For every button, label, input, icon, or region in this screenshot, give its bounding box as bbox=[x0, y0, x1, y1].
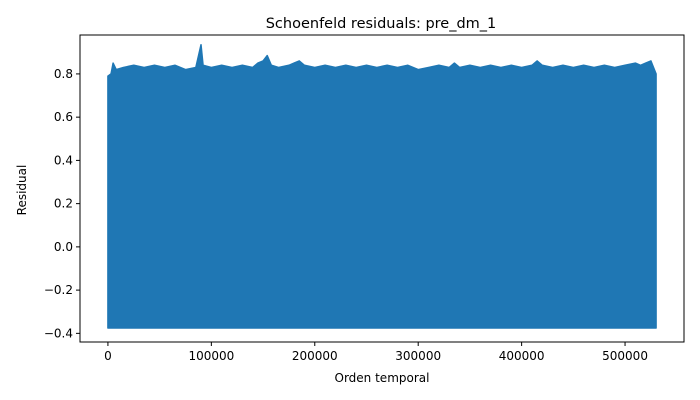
y-axis: −0.4 −0.2 0.0 0.2 0.4 0.6 0.8 bbox=[44, 67, 80, 340]
y-axis-label: Residual bbox=[15, 165, 29, 216]
y-tick-label: −0.4 bbox=[44, 326, 73, 340]
x-tick-label: 400000 bbox=[499, 349, 545, 363]
x-tick-label: 200000 bbox=[292, 349, 338, 363]
residual-series-line bbox=[107, 43, 657, 329]
x-tick-label: 500000 bbox=[602, 349, 648, 363]
y-tick-label: 0.8 bbox=[54, 67, 73, 81]
x-tick-label: 0 bbox=[104, 349, 112, 363]
series-layer bbox=[107, 43, 657, 329]
axes-frame bbox=[79, 34, 685, 343]
y-tick-label: 0.2 bbox=[54, 197, 73, 211]
plot-area bbox=[79, 34, 685, 343]
x-tick-label: 100000 bbox=[188, 349, 234, 363]
y-tick-label: 0.6 bbox=[54, 110, 73, 124]
y-tick-label: −0.2 bbox=[44, 283, 73, 297]
x-tick-label: 300000 bbox=[395, 349, 441, 363]
x-axis: 0 100000 200000 300000 400000 500000 bbox=[104, 342, 648, 363]
x-axis-label: Orden temporal bbox=[335, 371, 430, 385]
y-tick-label: 0.0 bbox=[54, 240, 73, 254]
y-tick-label: 0.4 bbox=[54, 153, 73, 167]
chart-title: Schoenfeld residuals: pre_dm_1 bbox=[266, 16, 497, 32]
